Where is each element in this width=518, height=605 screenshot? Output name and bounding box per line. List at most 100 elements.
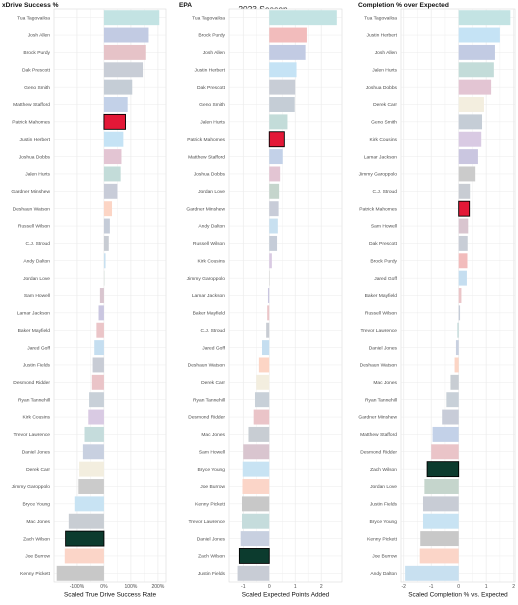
y-tick-label: Andy Dalton	[198, 224, 225, 230]
bar-deshaun-watson	[104, 201, 112, 216]
bar-zach-wilson	[66, 531, 104, 546]
y-tick-label: Dak Prescott	[369, 241, 398, 247]
y-tick-label: Derek Carr	[201, 380, 225, 386]
bar-tua-tagovailoa	[104, 10, 159, 25]
y-tick-label: Derek Carr	[373, 102, 397, 108]
bar-jared-goff	[459, 271, 467, 286]
panel-title: xDrive Success %	[2, 2, 59, 9]
y-tick-label: Jared Goff	[202, 345, 225, 351]
bar-joe-burrow	[65, 548, 104, 563]
bar-trevor-lawrence	[242, 514, 269, 529]
bar-russell-wilson	[269, 236, 277, 251]
y-tick-label: Dak Prescott	[197, 85, 226, 91]
y-tick-label: Desmond Ridder	[188, 415, 225, 421]
y-tick-label: Baker Mayfield	[365, 293, 398, 299]
bar-bryce-young	[243, 462, 269, 477]
y-tick-label: Jordan Love	[370, 484, 397, 490]
bar-patrick-mahomes	[104, 114, 126, 129]
bar-dak-prescott	[269, 80, 295, 95]
x-tick-label: 0%	[100, 584, 108, 590]
y-tick-label: Joe Burrow	[372, 554, 397, 560]
bar-kirk-cousins	[459, 132, 482, 147]
y-tick-label: Kenny Pickett	[195, 502, 226, 508]
bar-joshua-dobbs	[459, 80, 491, 95]
y-tick-label: Jalen Hurts	[372, 67, 397, 73]
y-tick-label: Patrick Mahomes	[359, 206, 397, 212]
bar-ryan-tannehill	[446, 392, 458, 407]
y-tick-label: Josh Allen	[375, 50, 398, 56]
y-tick-label: Ryan Tannehill	[18, 397, 50, 403]
y-tick-label: Joshua Dobbs	[194, 172, 226, 178]
y-tick-label: Trevor Lawrence	[360, 328, 397, 334]
y-tick-label: Joshua Dobbs	[366, 85, 398, 91]
bar-ryan-tannehill	[255, 392, 269, 407]
x-tick-label: 1	[485, 584, 488, 590]
bar-trevor-lawrence	[457, 323, 458, 338]
bar-mac-jones	[450, 375, 458, 390]
y-tick-label: Geno Smith	[371, 120, 397, 126]
bar-josh-allen	[459, 45, 495, 60]
y-tick-label: Russell Wilson	[365, 311, 397, 317]
y-tick-label: Lamar Jackson	[192, 293, 225, 299]
bar-justin-fields	[93, 357, 104, 372]
y-tick-label: Trevor Lawrence	[188, 519, 225, 525]
bar-c-j-stroud	[459, 184, 471, 199]
bar-desmond-ridder	[431, 444, 458, 459]
bar-andy-dalton	[405, 566, 459, 581]
y-tick-label: Matthew Stafford	[360, 432, 397, 438]
bar-kenny-pickett	[420, 531, 458, 546]
x-axis-label: Scaled Completion % vs. Expected	[408, 592, 508, 599]
x-tick-label: 200%	[152, 584, 165, 590]
bar-russell-wilson	[104, 219, 110, 234]
y-tick-label: Tua Tagovailoa	[364, 15, 397, 21]
y-tick-label: Derek Carr	[26, 467, 50, 473]
y-tick-label: Russell Wilson	[18, 224, 50, 230]
bar-daniel-jones	[83, 444, 104, 459]
y-tick-label: Ryan Tannehill	[193, 397, 225, 403]
y-tick-label: Zach Wilson	[370, 467, 397, 473]
bar-desmond-ridder	[92, 375, 104, 390]
y-tick-label: Jimmy Garoppolo	[12, 484, 51, 490]
y-tick-label: Matthew Stafford	[13, 102, 50, 108]
y-tick-label: Gardner Minshew	[186, 206, 225, 212]
bar-daniel-jones	[241, 531, 270, 546]
y-tick-label: Baker Mayfield	[193, 311, 226, 317]
y-tick-label: Andy Dalton	[23, 258, 50, 264]
x-tick-label: 1	[294, 584, 297, 590]
bar-trevor-lawrence	[84, 427, 103, 442]
y-tick-label: Zach Wilson	[198, 554, 225, 560]
bar-daniel-jones	[456, 340, 459, 355]
y-tick-label: Desmond Ridder	[360, 449, 397, 455]
y-tick-label: Geno Smith	[199, 102, 225, 108]
bar-andy-dalton	[269, 219, 278, 234]
y-tick-label: Jalen Hurts	[200, 120, 225, 126]
x-tick-label: 0	[457, 584, 460, 590]
bar-justin-fields	[238, 566, 270, 581]
bar-jimmy-garoppolo	[78, 479, 104, 494]
bar-jared-goff	[94, 340, 104, 355]
bar-joshua-dobbs	[269, 166, 280, 181]
y-tick-label: Justin Fields	[370, 502, 398, 508]
x-tick-label: 2	[320, 584, 323, 590]
y-tick-label: Josh Allen	[28, 33, 51, 39]
y-tick-label: C.J. Stroud	[373, 189, 398, 195]
bar-mac-jones	[69, 514, 104, 529]
y-tick-label: Jordan Love	[198, 189, 225, 195]
y-tick-label: Dak Prescott	[22, 67, 51, 73]
x-axis-label: Scaled True Drive Success Rate	[64, 592, 156, 599]
y-tick-label: Justin Herbert	[20, 137, 51, 143]
bar-lamar-jackson	[99, 305, 104, 320]
bar-patrick-mahomes	[269, 132, 284, 147]
y-tick-label: Baker Mayfield	[18, 328, 51, 334]
y-tick-label: Justin Fields	[23, 363, 51, 369]
x-tick-label: -2	[402, 584, 407, 590]
y-tick-label: Bryce Young	[370, 519, 398, 525]
y-tick-label: Mac Jones	[373, 380, 397, 386]
bar-baker-mayfield	[459, 288, 462, 303]
bar-dak-prescott	[459, 236, 468, 251]
y-tick-label: Sam Howell	[24, 293, 50, 299]
bar-deshaun-watson	[455, 357, 459, 372]
bar-dak-prescott	[104, 62, 143, 77]
y-tick-label: Jimmy Garoppolo	[359, 172, 398, 178]
